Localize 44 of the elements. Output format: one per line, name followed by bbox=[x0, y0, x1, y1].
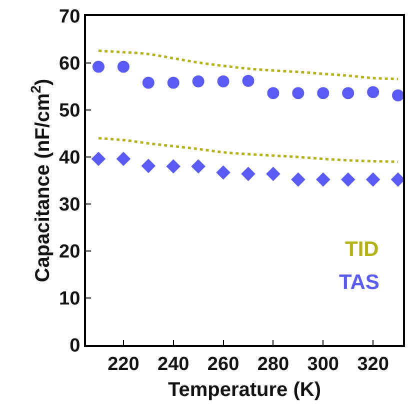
x-axis-title: Temperature (K) bbox=[168, 378, 321, 401]
point bbox=[367, 86, 380, 98]
point bbox=[316, 172, 330, 187]
line-series bbox=[97, 50, 400, 80]
point bbox=[192, 75, 204, 88]
point bbox=[91, 152, 106, 166]
point bbox=[340, 172, 356, 187]
point bbox=[141, 158, 156, 174]
y-tick-label: 10 bbox=[59, 288, 80, 310]
point bbox=[217, 75, 230, 88]
y-tick-label: 70 bbox=[59, 6, 80, 28]
text: TAS bbox=[339, 271, 380, 294]
y-tick-label: 30 bbox=[59, 194, 80, 216]
point bbox=[241, 166, 256, 182]
point bbox=[92, 60, 104, 73]
point bbox=[242, 74, 254, 87]
y-tick-label: 50 bbox=[59, 100, 80, 122]
point bbox=[366, 172, 380, 187]
point bbox=[216, 165, 230, 180]
y-tick-label: 20 bbox=[59, 242, 80, 263]
point bbox=[392, 89, 403, 102]
point bbox=[142, 76, 154, 89]
point bbox=[267, 87, 280, 100]
point bbox=[116, 152, 131, 166]
point bbox=[291, 172, 306, 187]
point bbox=[166, 159, 181, 174]
point bbox=[266, 166, 280, 182]
point bbox=[317, 87, 330, 100]
x-tick-label: 300 bbox=[307, 354, 339, 375]
x-tick-label: 320 bbox=[357, 354, 389, 375]
text: TID bbox=[345, 238, 379, 261]
point bbox=[167, 76, 180, 89]
point bbox=[191, 159, 206, 174]
point bbox=[117, 60, 130, 73]
x-tick-label: 220 bbox=[108, 354, 140, 375]
line-series bbox=[97, 136, 400, 163]
point bbox=[342, 87, 354, 100]
x-tick-label: 260 bbox=[207, 354, 240, 375]
point bbox=[292, 87, 304, 100]
y-tick-label: 60 bbox=[59, 54, 80, 75]
y-tick-label: 0 bbox=[70, 336, 80, 357]
x-tick-label: 240 bbox=[158, 354, 190, 375]
x-tick-label: 280 bbox=[257, 354, 290, 375]
y-tick-label: 40 bbox=[59, 148, 80, 169]
